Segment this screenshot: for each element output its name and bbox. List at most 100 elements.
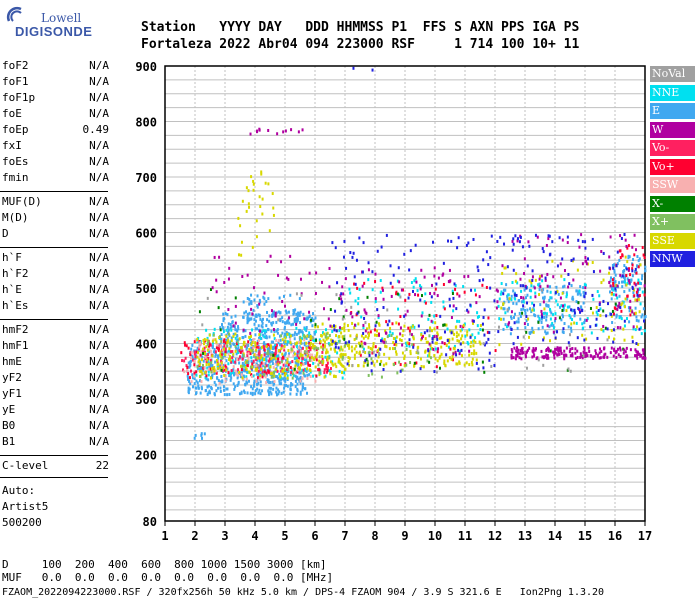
data-point-w (532, 354, 535, 358)
data-point-e (251, 393, 254, 397)
data-point-w (571, 347, 574, 351)
data-point-nne (309, 370, 312, 374)
data-point-x (366, 295, 369, 299)
data-point-e (200, 433, 203, 437)
data-point-sse (581, 333, 584, 337)
data-point-sse (329, 372, 332, 376)
data-point-e (630, 278, 633, 282)
data-point-w (525, 351, 528, 355)
data-point-e (253, 318, 256, 322)
data-point-nnw (620, 236, 623, 240)
data-point-e (274, 375, 277, 379)
data-point-w (642, 352, 645, 356)
data-point-x (537, 320, 540, 324)
data-point-sse (247, 189, 250, 193)
data-point-noval (542, 363, 545, 367)
data-point-e (297, 311, 300, 315)
data-point-sse (403, 324, 406, 328)
data-point-e (189, 382, 192, 386)
data-point-nne (612, 288, 615, 292)
data-point-e (190, 347, 193, 351)
data-point-sse (428, 352, 431, 356)
data-point-ssw (254, 363, 257, 367)
data-point-x (365, 357, 368, 361)
param-label: foEp (2, 123, 29, 136)
data-point-ssw (227, 352, 230, 356)
data-point-w (544, 278, 547, 282)
data-point-sse (316, 325, 319, 329)
data-point-x (219, 328, 222, 332)
data-point-vo (399, 315, 402, 319)
data-point-w (552, 350, 555, 354)
data-point-w (545, 353, 548, 357)
data-point-e (553, 319, 556, 323)
data-point-e (216, 376, 219, 380)
data-point-e (197, 349, 200, 353)
data-point-sse (436, 359, 439, 363)
data-point-vo (302, 368, 305, 372)
data-point-vo (643, 293, 646, 297)
data-point-x (234, 344, 237, 348)
data-point-vo (289, 365, 292, 369)
data-point-vo (395, 290, 398, 294)
data-point-x (317, 363, 320, 367)
data-point-nnw (412, 289, 415, 293)
data-point-w (364, 310, 367, 314)
data-point-sse (340, 345, 343, 349)
data-point-sse (273, 374, 276, 378)
data-point-sse (341, 364, 344, 368)
data-point-sse (431, 329, 434, 333)
data-point-w (374, 297, 377, 301)
data-point-sse (451, 330, 454, 334)
data-point-w (633, 233, 636, 237)
data-point-nne (341, 376, 344, 380)
data-point-w (567, 285, 570, 289)
data-point-vo (261, 375, 264, 379)
data-point-x (611, 309, 614, 313)
data-point-e (267, 354, 270, 358)
data-point-vo (208, 342, 211, 346)
data-point-vo (189, 369, 192, 373)
data-point-e (293, 310, 296, 314)
data-point-vo (183, 359, 186, 363)
data-point-e (251, 368, 254, 372)
data-point-nne (325, 328, 328, 332)
data-point-nne (534, 291, 537, 295)
data-point-nne (227, 362, 230, 366)
data-point-nnw (572, 257, 575, 261)
data-point-e (242, 336, 245, 340)
data-point-sse (392, 341, 395, 345)
data-point-nnw (483, 308, 486, 312)
data-point-sse (245, 368, 248, 372)
data-point-sse (431, 347, 434, 351)
data-point-e (288, 335, 291, 339)
data-point-sse (343, 367, 346, 371)
data-point-sse (595, 305, 598, 309)
data-point-sse (383, 352, 386, 356)
data-point-sse (610, 292, 613, 296)
data-point-nne (516, 281, 519, 285)
auto-label: Auto: (2, 484, 36, 497)
data-point-w (583, 351, 586, 355)
data-point-e (188, 365, 191, 369)
data-point-nne (206, 336, 209, 340)
data-point-vo (307, 363, 310, 367)
data-point-e (609, 290, 612, 294)
data-point-vo (298, 356, 301, 360)
data-point-x (338, 297, 341, 301)
data-point-w (329, 324, 332, 328)
data-point-vo (626, 246, 629, 250)
data-point-sse (272, 206, 275, 210)
data-point-e (283, 327, 286, 331)
data-point-noval (350, 305, 353, 309)
data-point-w (627, 268, 630, 272)
data-point-nne (552, 326, 555, 330)
data-point-nne (552, 313, 555, 317)
data-point-sse (457, 333, 460, 337)
data-point-sse (242, 352, 245, 356)
data-point-sse (436, 333, 439, 337)
data-point-x (451, 291, 454, 295)
data-point-e (213, 393, 216, 397)
data-point-x (206, 342, 209, 346)
data-point-sse (274, 368, 277, 372)
